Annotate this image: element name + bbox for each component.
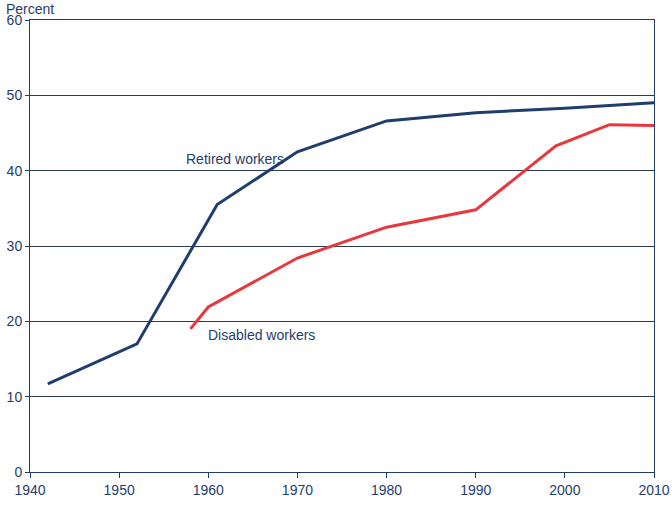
svg-text:2010: 2010 bbox=[638, 482, 669, 498]
svg-text:1950: 1950 bbox=[104, 482, 135, 498]
svg-text:0: 0 bbox=[14, 464, 22, 480]
svg-text:Disabled workers: Disabled workers bbox=[208, 327, 315, 343]
svg-text:Retired workers: Retired workers bbox=[186, 151, 284, 167]
svg-text:30: 30 bbox=[7, 238, 23, 254]
svg-text:50: 50 bbox=[7, 87, 23, 103]
svg-text:60: 60 bbox=[7, 12, 23, 28]
svg-text:1990: 1990 bbox=[460, 482, 491, 498]
svg-text:1970: 1970 bbox=[282, 482, 313, 498]
svg-text:1980: 1980 bbox=[371, 482, 402, 498]
svg-text:10: 10 bbox=[7, 389, 23, 405]
svg-text:20: 20 bbox=[7, 313, 23, 329]
svg-text:Percent: Percent bbox=[6, 1, 54, 17]
svg-text:2000: 2000 bbox=[549, 482, 580, 498]
svg-text:1960: 1960 bbox=[193, 482, 224, 498]
svg-text:40: 40 bbox=[7, 163, 23, 179]
svg-text:1940: 1940 bbox=[14, 482, 45, 498]
